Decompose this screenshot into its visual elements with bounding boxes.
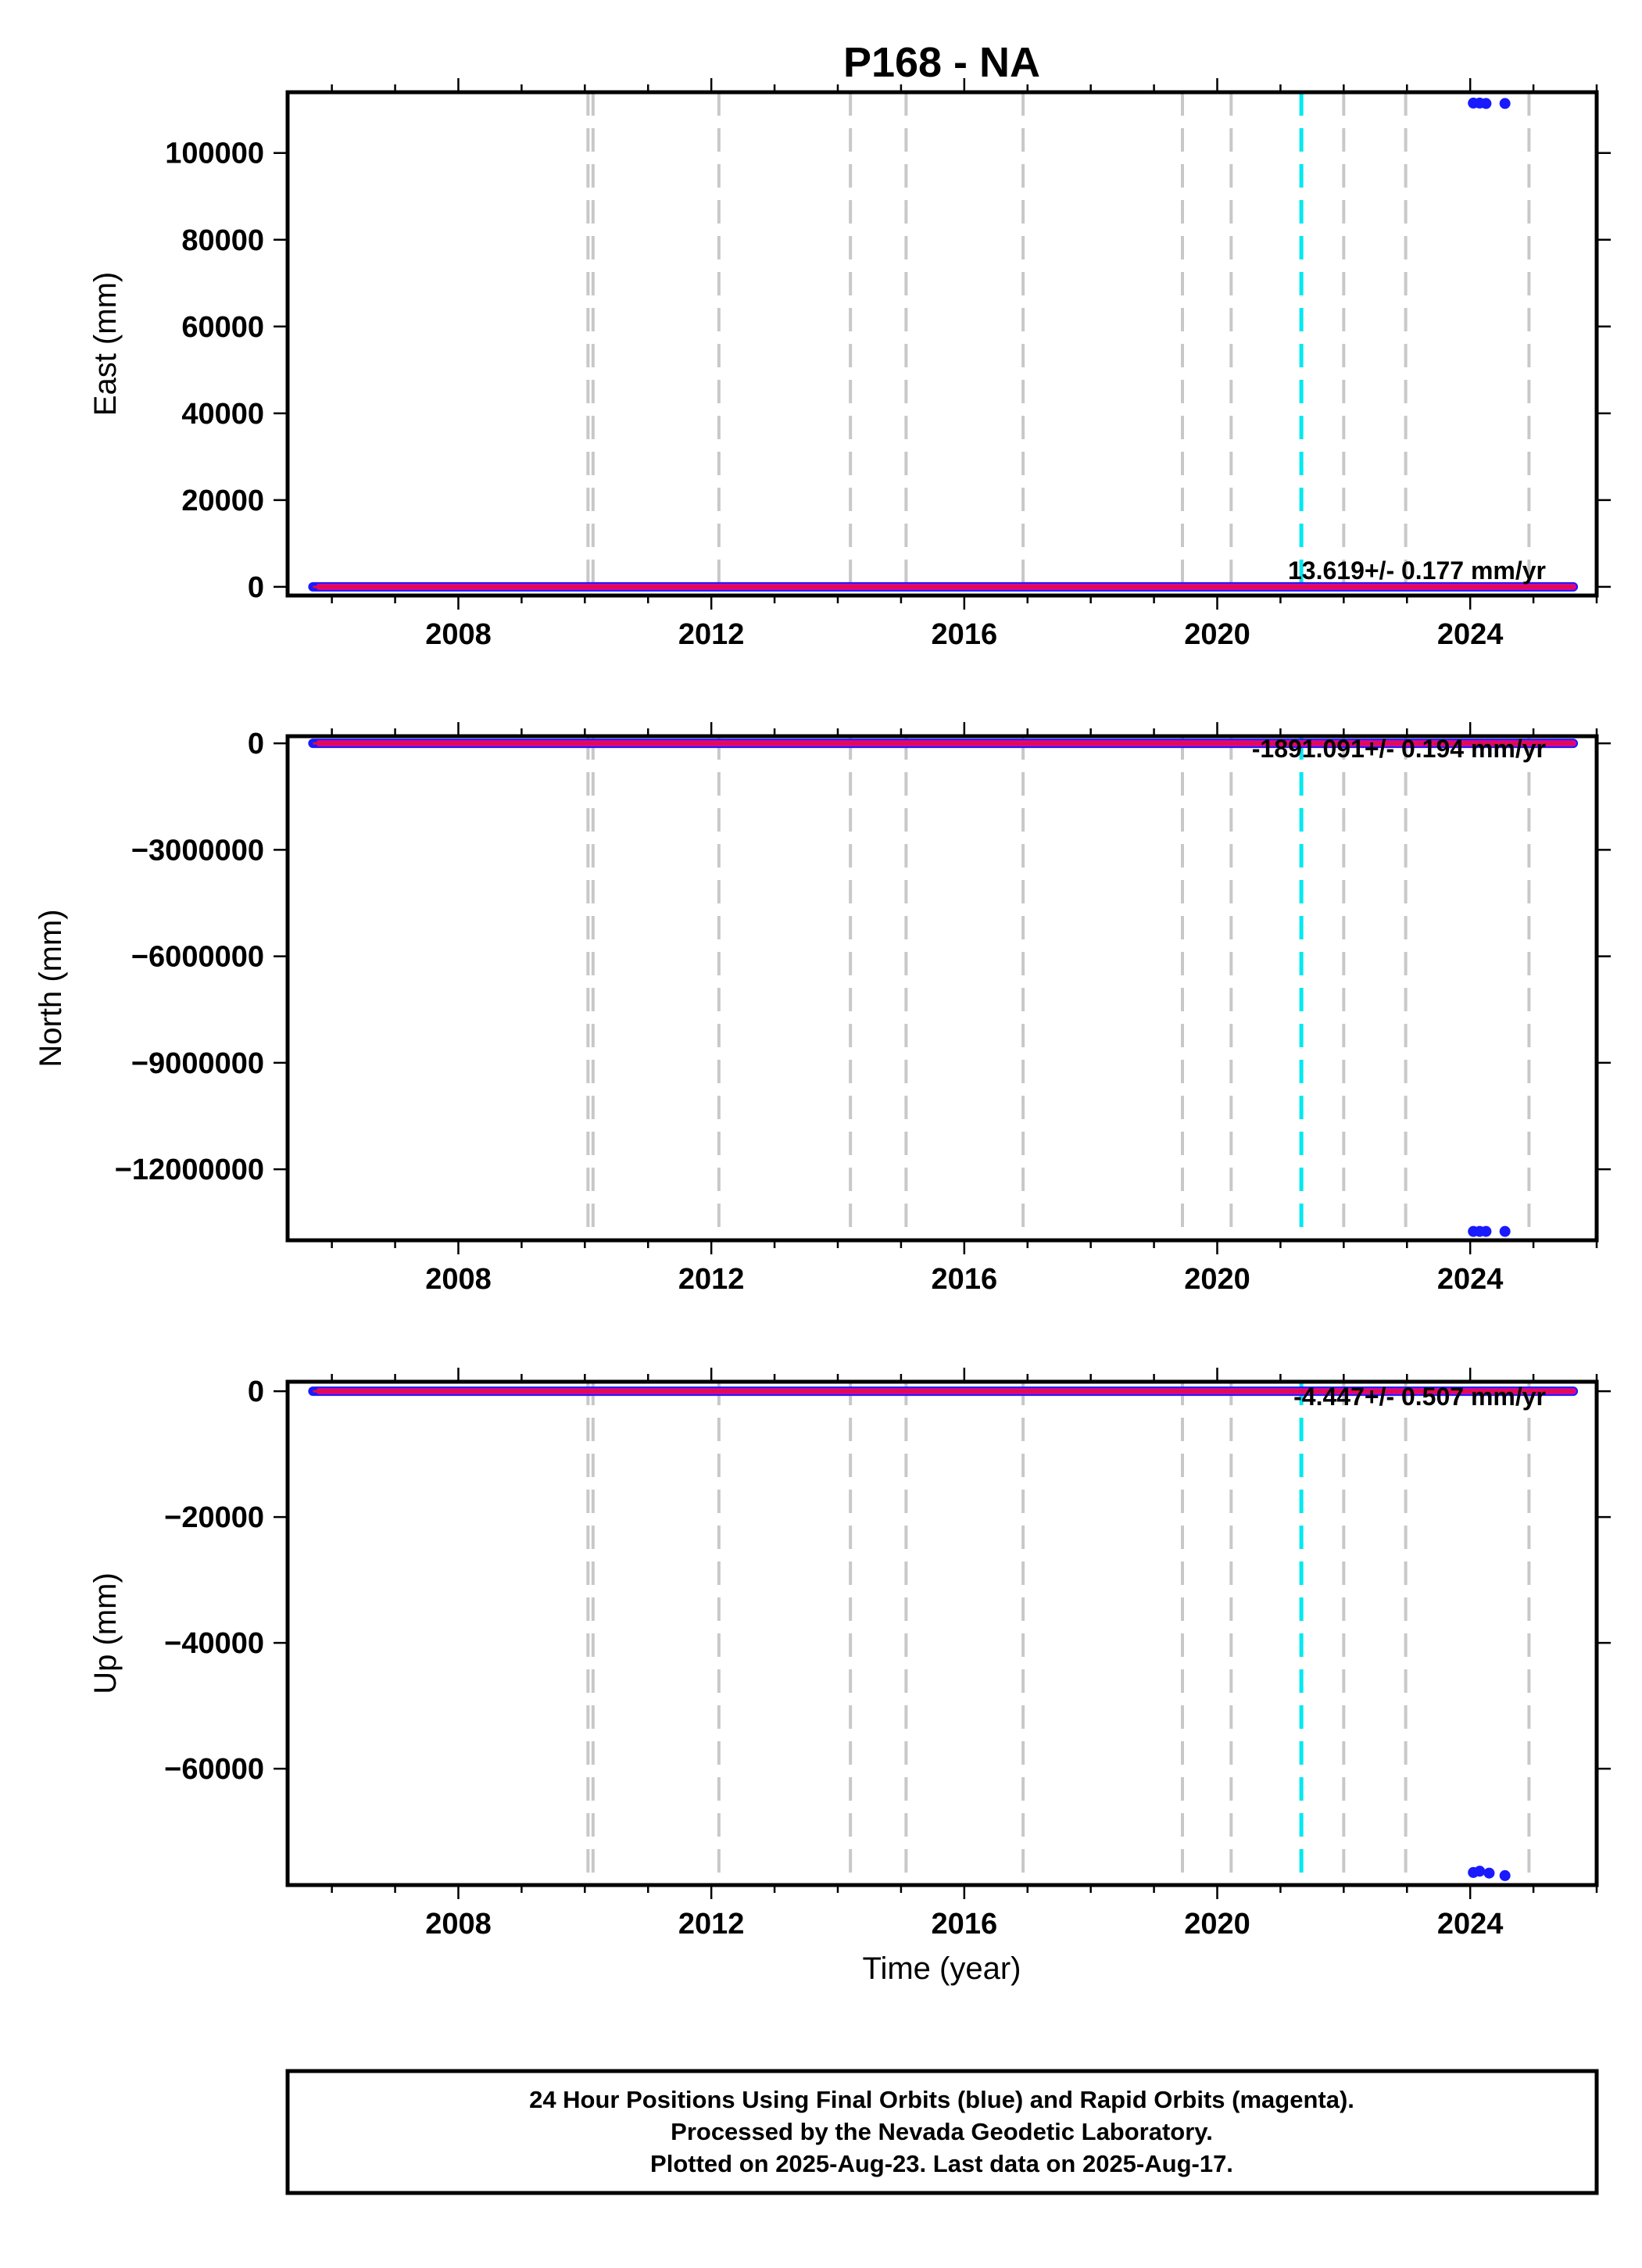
x-tick-label: 2024 [1437, 618, 1504, 651]
y-tick-label: −12000000 [115, 1154, 264, 1186]
east-panel: 2008 2012 2016 2020 2024 0 20000 40000 60000 8000… [88, 78, 1611, 651]
footer-line-3: Plotted on 2025-Aug-23. Last data on 202… [650, 2150, 1233, 2177]
x-tick-label: 2024 [1437, 1263, 1504, 1296]
x-tick-label: 2020 [1184, 1263, 1250, 1296]
y-tick-label: −40000 [164, 1627, 264, 1660]
x-tick-label: 2016 [932, 618, 998, 651]
x-axis-label: Time (year) [863, 1951, 1021, 1986]
x-tick-label: 2020 [1184, 1908, 1250, 1941]
x-tick-label: 2008 [425, 1908, 492, 1941]
y-axis-label: East (mm) [88, 272, 123, 416]
panel-frame [285, 734, 1599, 1243]
x-tick-label: 2012 [678, 618, 745, 651]
x-tick-label: 2012 [678, 1908, 745, 1941]
y-tick-label: 0 [248, 728, 264, 760]
y-tick-label: −20000 [164, 1501, 264, 1534]
outlier-point [1480, 1225, 1492, 1237]
y-axis-label: North (mm) [34, 909, 68, 1067]
x-tick-label: 2016 [932, 1908, 998, 1941]
outlier-point [1499, 98, 1511, 109]
y-tick-label: −9000000 [131, 1047, 264, 1080]
y-tick-label: −60000 [164, 1753, 264, 1786]
y-tick-label: 0 [248, 1375, 264, 1408]
velocity-label: -4.447+/- 0.507 mm/yr [1293, 1383, 1546, 1411]
north-panel: 2008 2012 2016 2020 2024 0 −3000000 −6000000 −90… [34, 722, 1611, 1296]
y-tick-label: 20000 [181, 485, 264, 517]
outlier-point [1480, 98, 1492, 109]
x-tick-label: 2024 [1437, 1908, 1504, 1941]
y-tick-label: 80000 [181, 224, 264, 257]
panel-frame [285, 90, 1599, 598]
up-panel: 2008 2012 2016 2020 2024 0 −20000 −40000 −60000 U… [88, 1368, 1611, 1941]
outlier-point [1483, 1867, 1495, 1879]
velocity-label: -1891.091+/- 0.194 mm/yr [1252, 735, 1546, 763]
plot-title: P168 - NA [843, 39, 1040, 86]
footer-box [285, 2069, 1599, 2195]
y-tick-label: −6000000 [131, 941, 264, 974]
x-tick-label: 2016 [932, 1263, 998, 1296]
x-tick-label: 2012 [678, 1263, 745, 1296]
x-tick-label: 2008 [425, 618, 492, 651]
velocity-label: 13.619+/- 0.177 mm/yr [1288, 556, 1546, 585]
footer-line-1: 24 Hour Positions Using Final Orbits (bl… [529, 2086, 1354, 2113]
y-tick-label: 100000 [165, 138, 264, 170]
y-tick-label: 0 [248, 571, 264, 604]
outlier-point [1474, 1866, 1486, 1877]
y-tick-label: 40000 [181, 398, 264, 431]
footer-line-2: Processed by the Nevada Geodetic Laborat… [671, 2118, 1213, 2145]
outlier-point [1499, 1225, 1511, 1237]
panel-frame [285, 1379, 1599, 1887]
y-tick-label: −3000000 [131, 834, 264, 867]
x-tick-label: 2020 [1184, 618, 1250, 651]
outlier-point [1499, 1869, 1511, 1881]
x-tick-label: 2008 [425, 1263, 492, 1296]
y-axis-label: Up (mm) [88, 1572, 123, 1694]
y-tick-label: 60000 [181, 311, 264, 344]
